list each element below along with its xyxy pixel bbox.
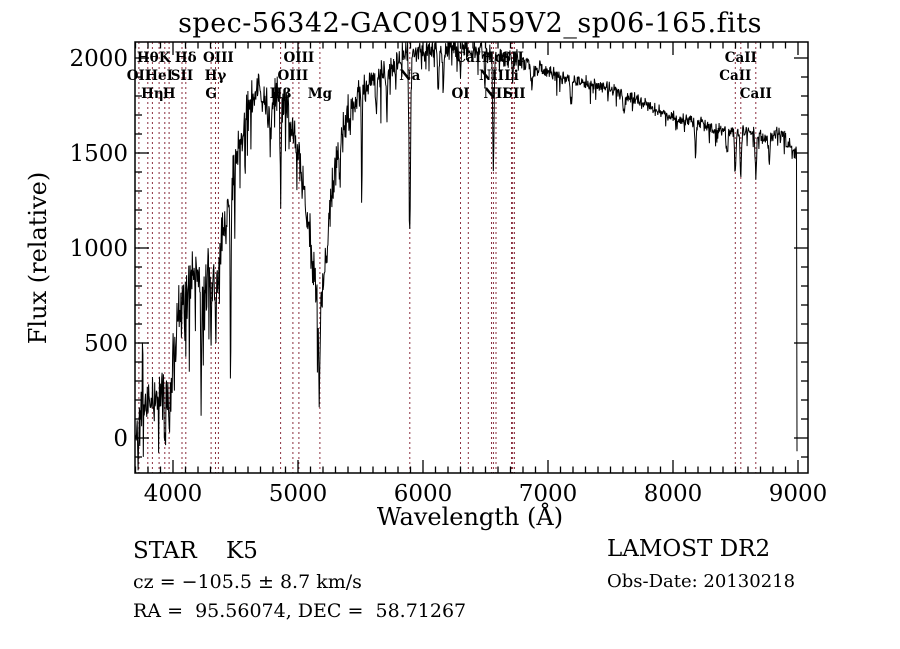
spectral-line-label: OIII <box>284 50 315 66</box>
spectral-line-label: K <box>159 50 172 66</box>
spectral-line-label: NII <box>479 68 504 84</box>
spectral-line-label: Hα <box>482 50 506 66</box>
y-tick-label: 2000 <box>69 46 128 72</box>
plot-frame <box>134 41 809 474</box>
x-axis-title: Wavelength (Å) <box>376 503 564 531</box>
spectral-line-label: CaI <box>455 50 481 66</box>
y-tick-label: 1000 <box>69 236 128 262</box>
survey-text: LAMOST DR2 <box>607 536 771 562</box>
spectral-line-label: OII <box>127 68 151 84</box>
spectral-line-label: Li <box>504 68 519 84</box>
spectral-line-label: OIII <box>278 68 309 84</box>
spectral-line-label: CaII <box>725 50 757 66</box>
spectral-line-label: Mg <box>308 86 333 102</box>
radial-velocity-text: cz = −105.5 ± 8.7 km/s <box>133 571 362 593</box>
spectral-line-label: H <box>163 86 176 102</box>
spectral-line-label: NII <box>484 86 509 102</box>
spectral-line-label: SII <box>171 68 193 84</box>
plot-title: spec-56342-GAC091N59V2_sp06-165.fits <box>178 8 762 39</box>
spectral-line-label: Hγ <box>205 68 227 84</box>
spectral-line-label: Na <box>399 68 420 84</box>
x-tick-label: 5000 <box>269 481 328 507</box>
y-tick-label: 0 <box>113 426 128 452</box>
spectral-line-label: CaII <box>719 68 751 84</box>
spectral-line-label: Hβ <box>270 86 292 102</box>
spectral-line-label: Hθ <box>137 50 159 66</box>
spectral-line-label: OI <box>451 86 469 102</box>
spectral-line-label: SII <box>503 86 525 102</box>
spectrum-trace <box>134 42 798 471</box>
y-tick-label: 1500 <box>69 141 128 167</box>
x-tick-label: 7000 <box>519 481 578 507</box>
x-tick-label: 4000 <box>144 481 203 507</box>
obs-date-text: Obs-Date: 20130218 <box>607 571 796 592</box>
spectral-line-label: CaII <box>740 86 772 102</box>
spectral-line-label: HeI <box>145 68 173 84</box>
coordinates-text: RA = 95.56074, DEC = 58.71267 <box>133 600 467 622</box>
x-tick-label: 8000 <box>644 481 703 507</box>
spectral-line-label: Hδ <box>175 50 197 66</box>
classification-text: STAR K5 <box>133 538 258 564</box>
y-tick-label: 500 <box>84 331 128 357</box>
spectral-line-label: G <box>205 86 217 102</box>
spectral-line-label: Hη <box>141 86 164 102</box>
x-tick-label: 6000 <box>394 481 453 507</box>
spectral-line-label: OIII <box>203 50 234 66</box>
spectral-line-label: SII <box>501 50 523 66</box>
x-tick-label: 9000 <box>769 481 828 507</box>
